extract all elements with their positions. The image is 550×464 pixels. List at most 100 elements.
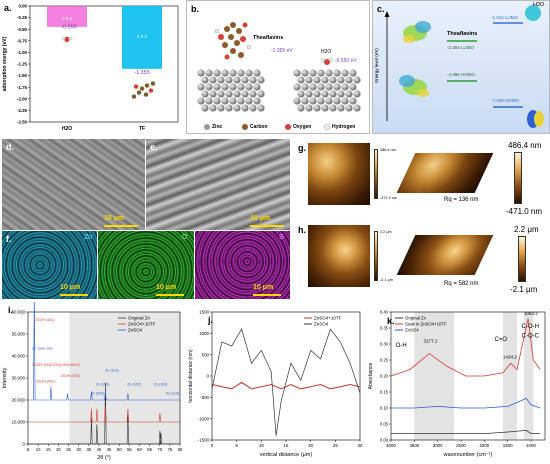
legend-zinc: Zinc (212, 124, 223, 130)
theaflavin-atom-icon (148, 88, 154, 93)
y-axis-label: adsorption energy (eV) (2, 36, 8, 91)
panel-d-scale: 10 μm (104, 215, 125, 222)
panel-f-s-scale: 10 μm (253, 284, 274, 291)
x-tick-label: 80 (178, 447, 183, 452)
bar-tf-value: -1.355 (134, 70, 150, 76)
atom-legend (204, 123, 331, 131)
y-tick-label: 0.30 (380, 342, 389, 347)
zinc-atom (253, 83, 261, 91)
panel-g-afm-2d-image (308, 143, 370, 205)
zinc-atom (201, 104, 209, 112)
theaflavin-atom-icon (133, 84, 139, 89)
xrd-series-line (28, 302, 180, 401)
zinc-atom (309, 83, 317, 91)
zinc-atom (341, 69, 349, 77)
y-tick-label: 0.00 (18, 4, 27, 9)
theaflavin-atom-icon (143, 92, 149, 97)
zinc-atom (333, 69, 341, 77)
y-tick-label: -500 (200, 395, 209, 400)
y-tick-label: 60,000 (12, 310, 26, 315)
zinc-atom (341, 83, 349, 91)
x-tick-label: 4000 (386, 443, 396, 448)
theaflavin-atom-icon (139, 86, 145, 91)
x-tick-label: 0 (211, 443, 214, 448)
shaded-band (524, 312, 534, 440)
y-tick-label: 0 (23, 442, 26, 447)
hydrogen-atom-icon (61, 36, 66, 41)
y-tick-label: 1000 (199, 331, 209, 336)
zinc-atom (233, 104, 241, 112)
panel-f-s-map: S 10 μm (195, 231, 290, 299)
zinc-atom (313, 76, 321, 84)
y-tick-label: 500 (202, 352, 210, 357)
zinc-atom (221, 97, 229, 105)
x-tick-label: 35 (86, 447, 91, 452)
legend-oxygen: Oxygen (293, 124, 312, 130)
theaflavin-atom-icon (136, 90, 142, 95)
energy-axis-label: Energy level (eV) (373, 48, 379, 83)
zinc-atom (249, 104, 257, 112)
x-tick-label: 25 (333, 443, 338, 448)
zinc-atom (293, 83, 301, 91)
panel-g-small-bottom: -471.0 nm (380, 196, 398, 200)
zinc-atom (237, 69, 245, 77)
water-molecule-icon (321, 58, 333, 65)
zinc-atom (201, 76, 209, 84)
panel-f-s-scalebar (253, 294, 281, 296)
zinc-atom (241, 90, 249, 98)
zinc-atom (317, 69, 325, 77)
panel-h-colorbar (518, 236, 526, 282)
panel-h-small-top: 2.2 μm (380, 230, 392, 234)
panel-g: g. 486.4 nm -471.0 nm Rq = 136 nm 486.4 … (296, 139, 550, 219)
ftir-annotation: O-H (396, 343, 407, 349)
y-tick-label: -1.00 (17, 50, 28, 55)
zinc-atom (349, 83, 357, 91)
zinc-atom (313, 104, 321, 112)
zinc-atom (205, 69, 213, 77)
panel-e-scale: 10 μm (250, 215, 271, 222)
legend-entry: ZnSO4+10TF (314, 316, 342, 321)
y-tick-label: 50,000 (12, 332, 26, 337)
zinc-atom (297, 104, 305, 112)
legend-entry: Original Zn (128, 316, 151, 321)
zinc-atom (333, 83, 341, 91)
zinc-atom (317, 97, 325, 105)
zinc-slab-left (197, 69, 265, 112)
zinc-atom (229, 97, 237, 105)
legend-entry: Original Zn (405, 316, 427, 321)
tf-lumo-orbital-icon (403, 21, 431, 43)
zinc-atom (305, 90, 313, 98)
zinc-atom (257, 104, 265, 112)
panel-e-scalebar (250, 225, 284, 227)
xrd-series-line (28, 406, 180, 423)
panel-g-label: g. (298, 143, 306, 153)
panel-a-label: a. (4, 3, 12, 13)
panel-g-small-top: 486.4 nm (380, 148, 396, 152)
zinc-atom (253, 97, 261, 105)
zinc-atom (245, 97, 253, 105)
xrd-annotation: Zn (100) (96, 383, 110, 387)
zinc-atom (209, 90, 217, 98)
theaflavins-name: Theaflavins (253, 35, 284, 41)
theaflavins-energy: -1.355 eV (271, 48, 293, 54)
zinc-atom (329, 104, 337, 112)
panel-c: c. Energy level (eV) Theaflavins H2O -2.… (372, 0, 550, 134)
y-tick-label: -2.00 (17, 96, 28, 101)
zinc-atom (325, 69, 333, 77)
theaflavin-atom-icon (150, 81, 156, 86)
y-tick-label: -2.25 (17, 108, 28, 113)
ftir-annotation: C-O-C (522, 334, 540, 340)
x-tick-label: 25 (66, 447, 71, 452)
panel-g-roughness: Rq = 136 nm (444, 197, 479, 203)
panel-g-cbar-bottom: -471.0 nm (506, 207, 543, 216)
tf-homo-orbital-icon (399, 75, 429, 97)
zinc-atom (221, 69, 229, 77)
zinc-atom (305, 104, 313, 112)
h2o-homo-label: -7.168 HOMO (491, 98, 520, 103)
y-tick-label: 0.05 (380, 422, 389, 427)
zinc-atom (205, 83, 213, 91)
tf-homo-label: -4.386 HOMO (447, 72, 476, 77)
panel-d-scalebar (104, 225, 138, 227)
zinc-atom (249, 90, 257, 98)
y-tick-label: 20,000 (12, 398, 26, 403)
